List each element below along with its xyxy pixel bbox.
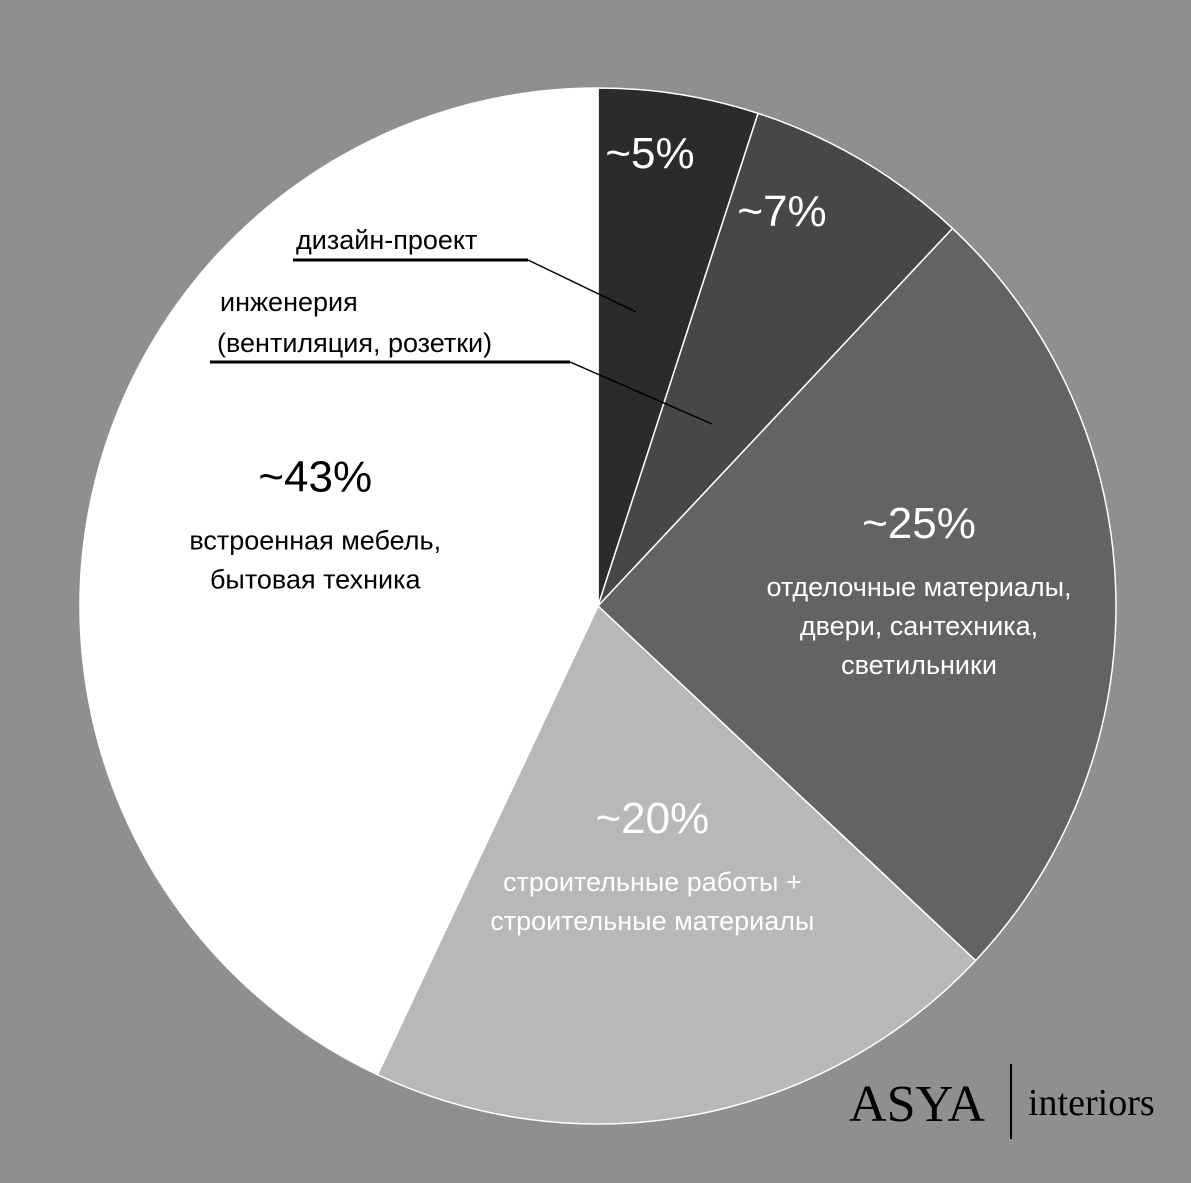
callout-design-project: дизайн-проект	[293, 225, 637, 313]
slice-percent-label-3: ~20%	[595, 794, 709, 843]
pie-slice-4	[79, 87, 599, 1076]
pie-slice-1	[597, 112, 954, 607]
slice-description-2-2: светильники	[841, 650, 997, 680]
pie-slices	[79, 87, 1117, 1125]
slice-description-4-0: встроенная мебель,	[189, 526, 441, 556]
slice-description-3-1: строительные материалы	[490, 906, 814, 936]
logo-suffix: interiors	[1028, 1082, 1155, 1124]
callout-leader-engineering	[569, 361, 713, 425]
slice-description-4-1: бытовая техника	[210, 565, 422, 595]
pie-slice-0	[597, 87, 760, 607]
pie-slice-2	[596, 227, 1117, 962]
slice-percent-label-4: ~43%	[258, 453, 372, 502]
logo-name: ASYA	[849, 1076, 985, 1133]
pie-labels: ~5% ~7% ~25% отделочные материалы, двери, са…	[189, 129, 1071, 936]
slice-percent-label-0: ~5%	[605, 129, 694, 178]
callout-label-design-project: дизайн-проект	[296, 225, 477, 255]
slice-percent-label-1: ~7%	[737, 187, 826, 236]
callout-leader-design-project	[527, 259, 637, 313]
callout-label-engineering-2: (вентиляция, розетки)	[217, 328, 492, 358]
slice-description-3-0: строительные работы +	[503, 867, 802, 897]
brand-logo: ASYA interiors	[849, 1064, 1155, 1139]
slice-description-2-0: отделочные материалы,	[767, 572, 1072, 602]
slice-description-2-1: двери, сантехника,	[800, 611, 1038, 641]
slice-percent-label-2: ~25%	[862, 499, 976, 548]
callout-engineering: инженерия (вентиляция, розетки)	[210, 287, 713, 425]
pie-slice-3	[376, 604, 977, 1125]
callout-label-engineering-1: инженерия	[220, 287, 358, 317]
